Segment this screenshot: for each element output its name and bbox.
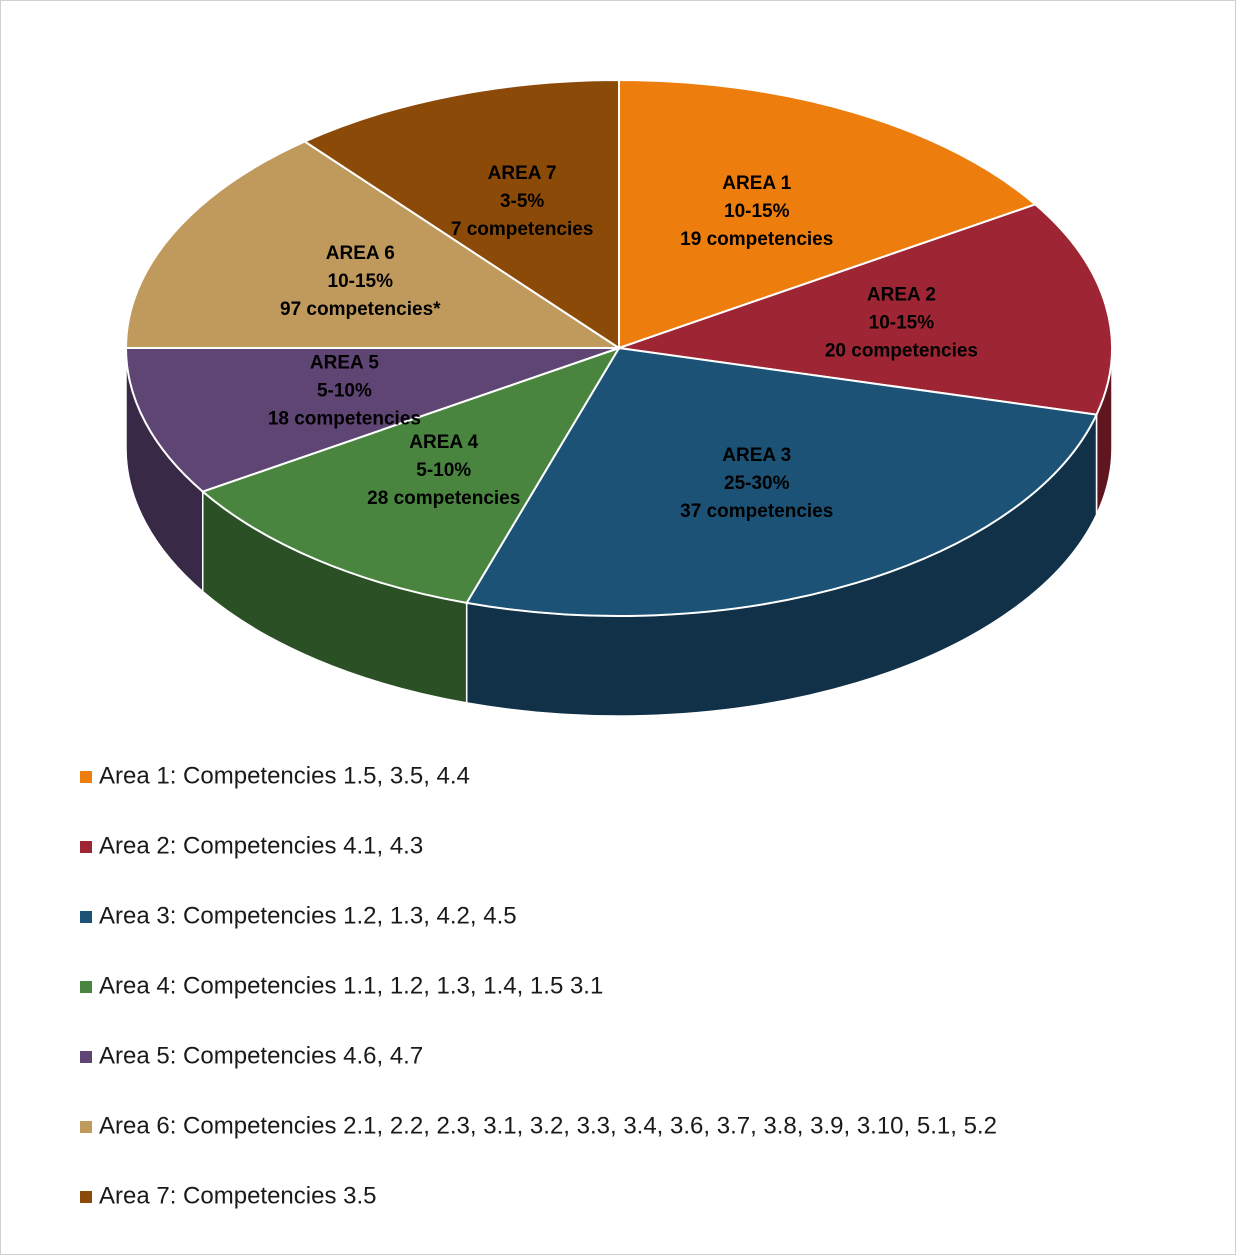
legend-entry: Area 2: Competencies 4.1, 4.3 [99,832,423,859]
slice-label: AREA 7 [488,163,557,184]
legend-entry: Area 4: Competencies 1.1, 1.2, 1.3, 1.4,… [99,972,603,999]
legend-entry: Area 5: Competencies 4.6, 4.7 [99,1042,423,1069]
slice [618,203,1113,416]
legend-swatch [80,1191,92,1203]
slice-label: 10-15% [724,201,790,222]
slice-label: 28 competencies [367,488,520,509]
slice-label: 5-10% [317,380,372,401]
slice [465,346,1098,617]
slice-label: AREA 4 [409,432,478,453]
slice [302,78,620,350]
slice-label: AREA 3 [722,445,791,466]
slice-label: 3-5% [500,191,544,212]
slice-label: 20 competencies [825,341,978,362]
legend-swatch [80,1051,92,1063]
slice [618,78,1038,350]
legend-swatch [80,911,92,923]
slice-label: AREA 6 [326,243,395,264]
legend-entry: Area 3: Competencies 1.2, 1.3, 4.2, 4.5 [99,902,517,929]
slice [124,347,620,493]
slice-label: 25-30% [724,473,790,494]
legend-entry: Area 7: Competencies 3.5 [99,1182,377,1209]
slice-label: 10-15% [328,271,394,292]
slice-label: 5-10% [416,460,471,481]
slice [124,140,623,349]
legend-entry: Area 1: Competencies 1.5, 3.5, 4.4 [99,762,470,789]
legend-entry: Area 6: Competencies 2.1, 2.2, 2.3, 3.1,… [99,1112,997,1139]
slice-label: 7 competencies [451,219,594,240]
slice-label: AREA 5 [310,352,379,373]
legend-swatch [80,771,92,783]
slice-label: 18 competencies [268,408,421,429]
slice-label: AREA 1 [722,173,791,194]
slice-label: 10-15% [869,313,935,334]
slice [200,346,622,604]
legend-swatch [80,841,92,853]
slice-label: 97 competencies* [280,299,441,320]
slice-label: 37 competencies [680,501,833,522]
slice-label: 19 competencies [680,229,833,250]
slice-label: AREA 2 [867,285,936,306]
legend-swatch [80,1121,92,1133]
legend-swatch [80,981,92,993]
